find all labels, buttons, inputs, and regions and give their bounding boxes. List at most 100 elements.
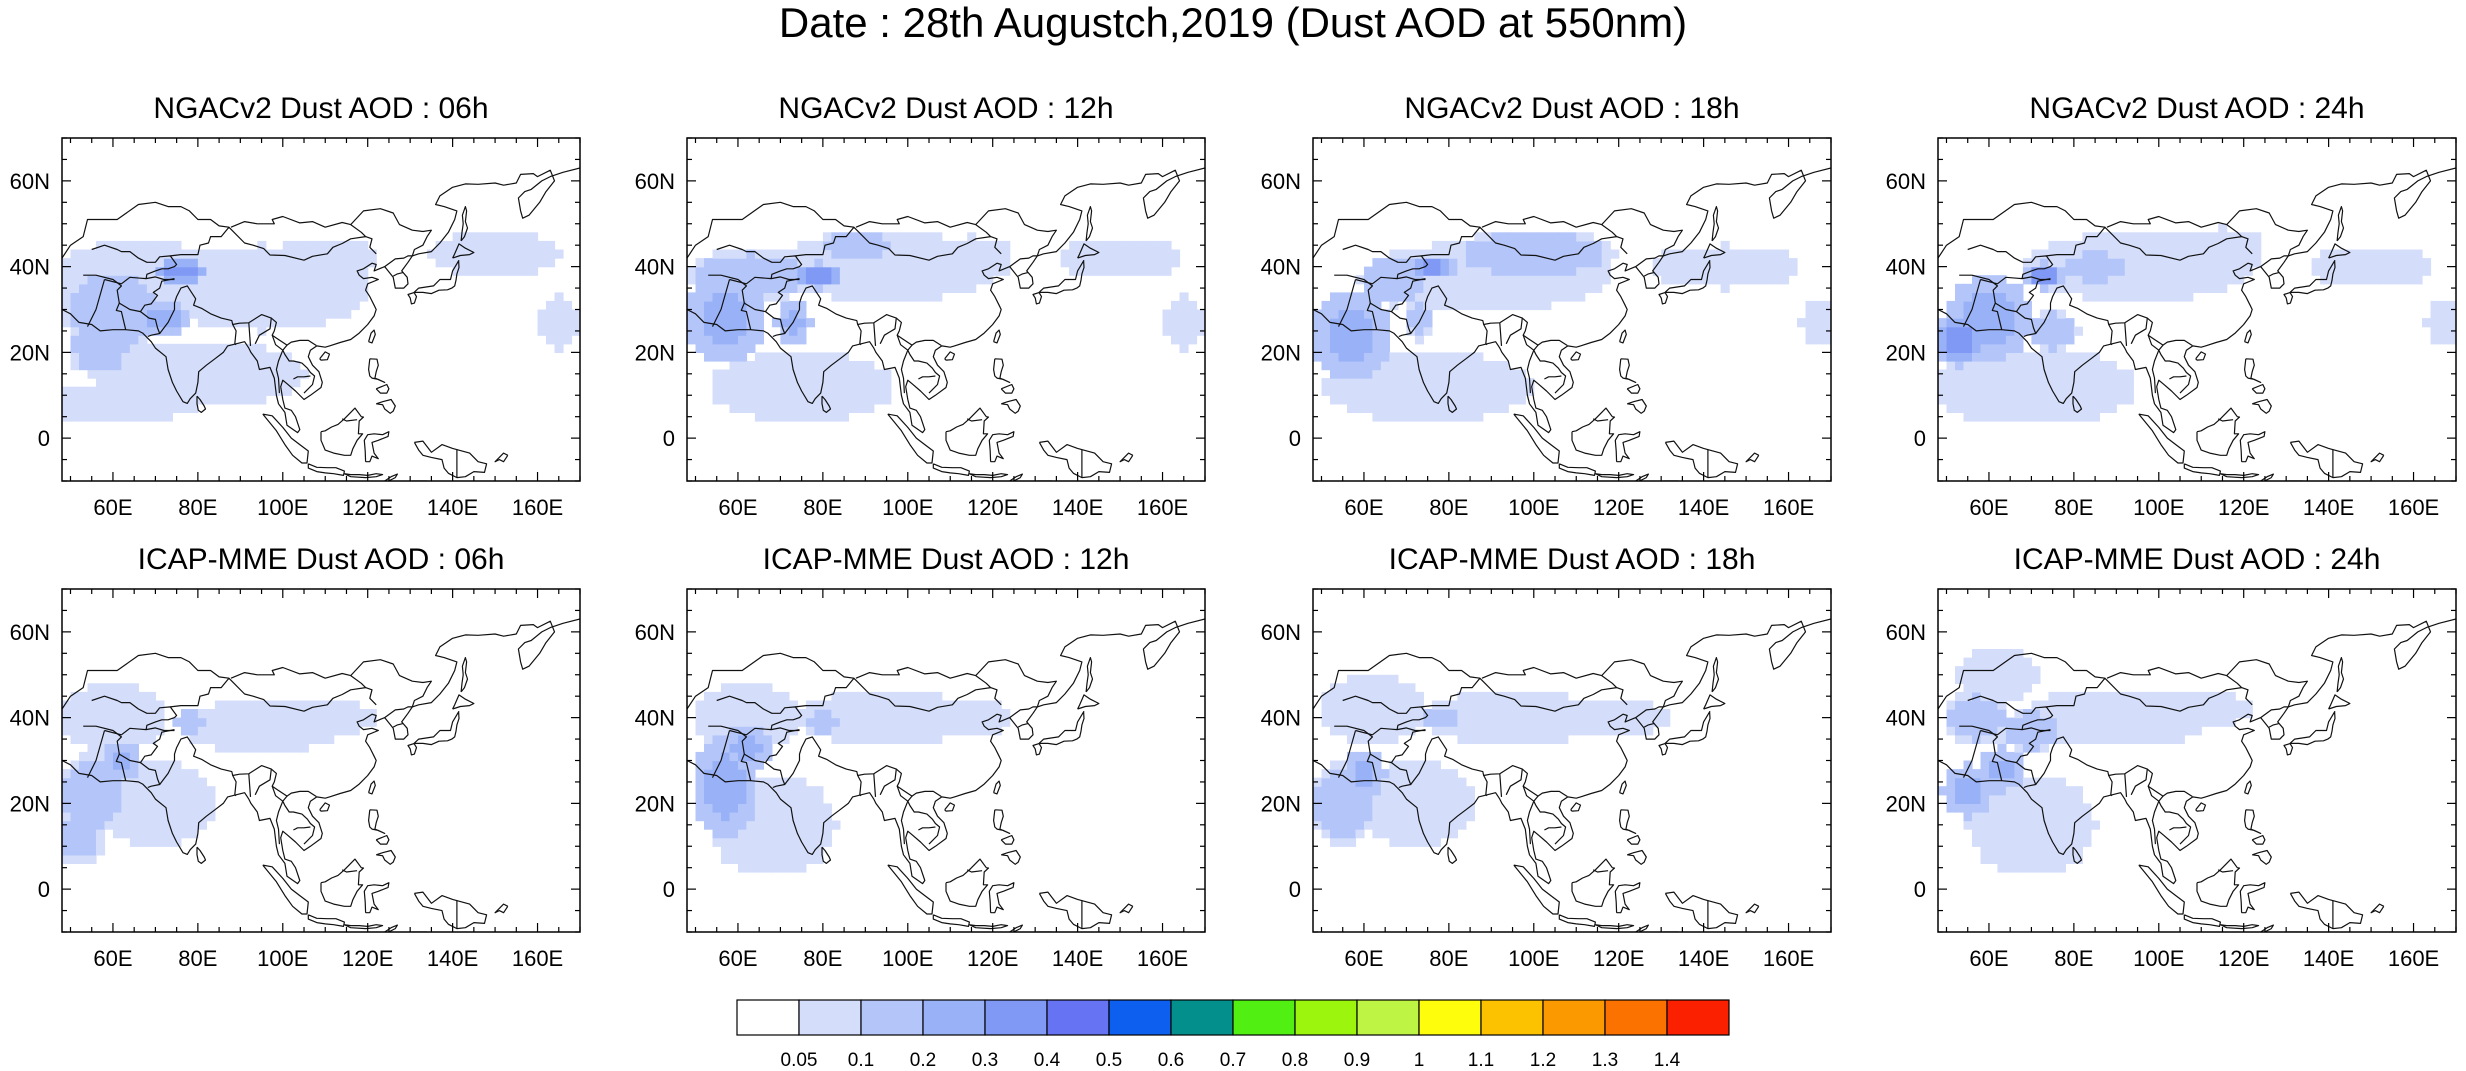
colorbar-label: 0.6 (1158, 1050, 1184, 1071)
lat-tick-label: 0 (1289, 426, 1301, 451)
colorbar-label: 0.9 (1344, 1050, 1370, 1071)
lat-tick-label: 60N (10, 169, 50, 194)
lat-tick-label: 0 (1289, 877, 1301, 902)
colorbar-label: 0.5 (1096, 1050, 1122, 1071)
dust-aod-field (687, 232, 1205, 422)
lon-tick-label: 140E (427, 946, 478, 971)
lon-tick-label: 100E (1508, 495, 1559, 520)
colorbar-label: 0.05 (781, 1050, 818, 1071)
lat-tick-label: 20N (1261, 340, 1301, 365)
colorbar-label: 0.3 (972, 1050, 998, 1071)
map-panel-ngacv2-12h: 60E 80E 100E 120E 140E 160E 0 20N 40N 60N (635, 137, 1206, 520)
lat-tick-label: 60N (1261, 620, 1301, 645)
colorbar-swatch (1480, 999, 1544, 1036)
lon-tick-label: 60E (1969, 946, 2008, 971)
coastlines (687, 618, 1205, 932)
tick-marks (1938, 137, 2457, 482)
colorbar-swatch (1232, 999, 1296, 1036)
colorbar-swatch (860, 999, 924, 1036)
colorbar-label: 1.4 (1654, 1050, 1681, 1071)
colorbar-swatch (1666, 999, 1730, 1036)
lat-tick-label: 60N (1261, 169, 1301, 194)
coastlines (62, 618, 580, 932)
lat-tick-label: 0 (1914, 426, 1926, 451)
colorbar-swatch (1542, 999, 1606, 1036)
colorbar-label: 1.1 (1468, 1050, 1494, 1071)
lon-tick-label: 120E (342, 495, 393, 520)
coastlines (687, 167, 1205, 481)
lat-tick-label: 20N (10, 791, 50, 816)
lat-tick-label: 60N (635, 620, 675, 645)
lon-tick-label: 120E (2218, 946, 2269, 971)
lon-tick-label: 140E (427, 495, 478, 520)
lat-tick-label: 20N (635, 791, 675, 816)
lat-tick-label: 20N (10, 340, 50, 365)
lat-tick-label: 0 (38, 877, 50, 902)
lon-tick-label: 60E (1969, 495, 2008, 520)
tick-marks (1313, 588, 1832, 933)
lon-tick-label: 80E (178, 946, 217, 971)
dust-aod-field (62, 232, 580, 422)
map-panel-icap-mme-24h: 60E 80E 100E 120E 140E 160E 0 20N 40N 60N (1886, 588, 2457, 971)
panel-title-icap-18h: ICAP-MME Dust AOD : 18h (1388, 543, 1756, 576)
tick-marks (1938, 588, 2457, 933)
lat-tick-label: 40N (1886, 706, 1926, 731)
colorbar-swatch (736, 999, 800, 1036)
colorbar-swatch (1170, 999, 1234, 1036)
map-panel-icap-mme-18h: 60E 80E 100E 120E 140E 160E 0 20N 40N 60N (1261, 588, 1832, 971)
lat-tick-label: 20N (1261, 791, 1301, 816)
figure-title: Date : 28th Augustch,2019 (Dust AOD at 5… (778, 0, 1688, 46)
lon-tick-label: 120E (967, 495, 1018, 520)
colorbar-swatch (1418, 999, 1482, 1036)
lat-tick-label: 40N (1261, 706, 1301, 731)
lon-tick-label: 120E (2218, 495, 2269, 520)
lon-tick-label: 120E (967, 946, 1018, 971)
dust-aod-field (1313, 674, 1671, 847)
lon-tick-label: 60E (93, 495, 132, 520)
colorbar-label: 0.8 (1282, 1050, 1308, 1071)
tick-marks (687, 137, 1206, 482)
lon-tick-label: 60E (718, 495, 757, 520)
lat-tick-label: 40N (1886, 255, 1926, 280)
lon-tick-label: 80E (1429, 495, 1468, 520)
lat-tick-label: 40N (10, 255, 50, 280)
lat-tick-label: 20N (1886, 340, 1926, 365)
dust-aod-field (695, 683, 1011, 873)
lat-tick-label: 0 (663, 877, 675, 902)
lon-tick-label: 140E (1678, 495, 1729, 520)
lon-tick-label: 60E (93, 946, 132, 971)
panel-title-ngac-18h: NGACv2 Dust AOD : 18h (1404, 92, 1740, 125)
lat-tick-label: 20N (1886, 791, 1926, 816)
lon-tick-label: 80E (2054, 946, 2093, 971)
lat-tick-label: 40N (10, 706, 50, 731)
tick-marks (62, 588, 581, 933)
lon-tick-label: 160E (2388, 946, 2439, 971)
tick-marks (687, 588, 1206, 933)
lat-tick-label: 20N (635, 340, 675, 365)
colorbar-label: 0.1 (848, 1050, 874, 1071)
lon-tick-label: 80E (803, 495, 842, 520)
lon-tick-label: 140E (2303, 495, 2354, 520)
colorbar-label: 1.2 (1530, 1050, 1556, 1071)
lon-tick-label: 60E (718, 946, 757, 971)
lon-tick-label: 100E (1508, 946, 1559, 971)
lon-tick-label: 140E (1678, 946, 1729, 971)
lat-tick-label: 60N (1886, 169, 1926, 194)
lon-tick-label: 160E (512, 495, 563, 520)
lat-tick-label: 60N (1886, 620, 1926, 645)
lon-tick-label: 100E (2133, 946, 2184, 971)
colorbar-swatch (1046, 999, 1110, 1036)
panel-title-ngac-24h: NGACv2 Dust AOD : 24h (2029, 92, 2365, 125)
dust-aod-field (1313, 232, 1831, 422)
lon-tick-label: 160E (512, 946, 563, 971)
colorbar-label: 1 (1414, 1050, 1425, 1071)
colorbar-label: 0.7 (1220, 1050, 1246, 1071)
lon-tick-label: 80E (803, 946, 842, 971)
lon-tick-label: 100E (882, 495, 933, 520)
lat-tick-label: 40N (1261, 255, 1301, 280)
lon-tick-label: 160E (2388, 495, 2439, 520)
lon-tick-label: 80E (2054, 495, 2093, 520)
colorbar-swatch (1356, 999, 1420, 1036)
lat-tick-label: 40N (635, 255, 675, 280)
lon-tick-label: 120E (1593, 495, 1644, 520)
